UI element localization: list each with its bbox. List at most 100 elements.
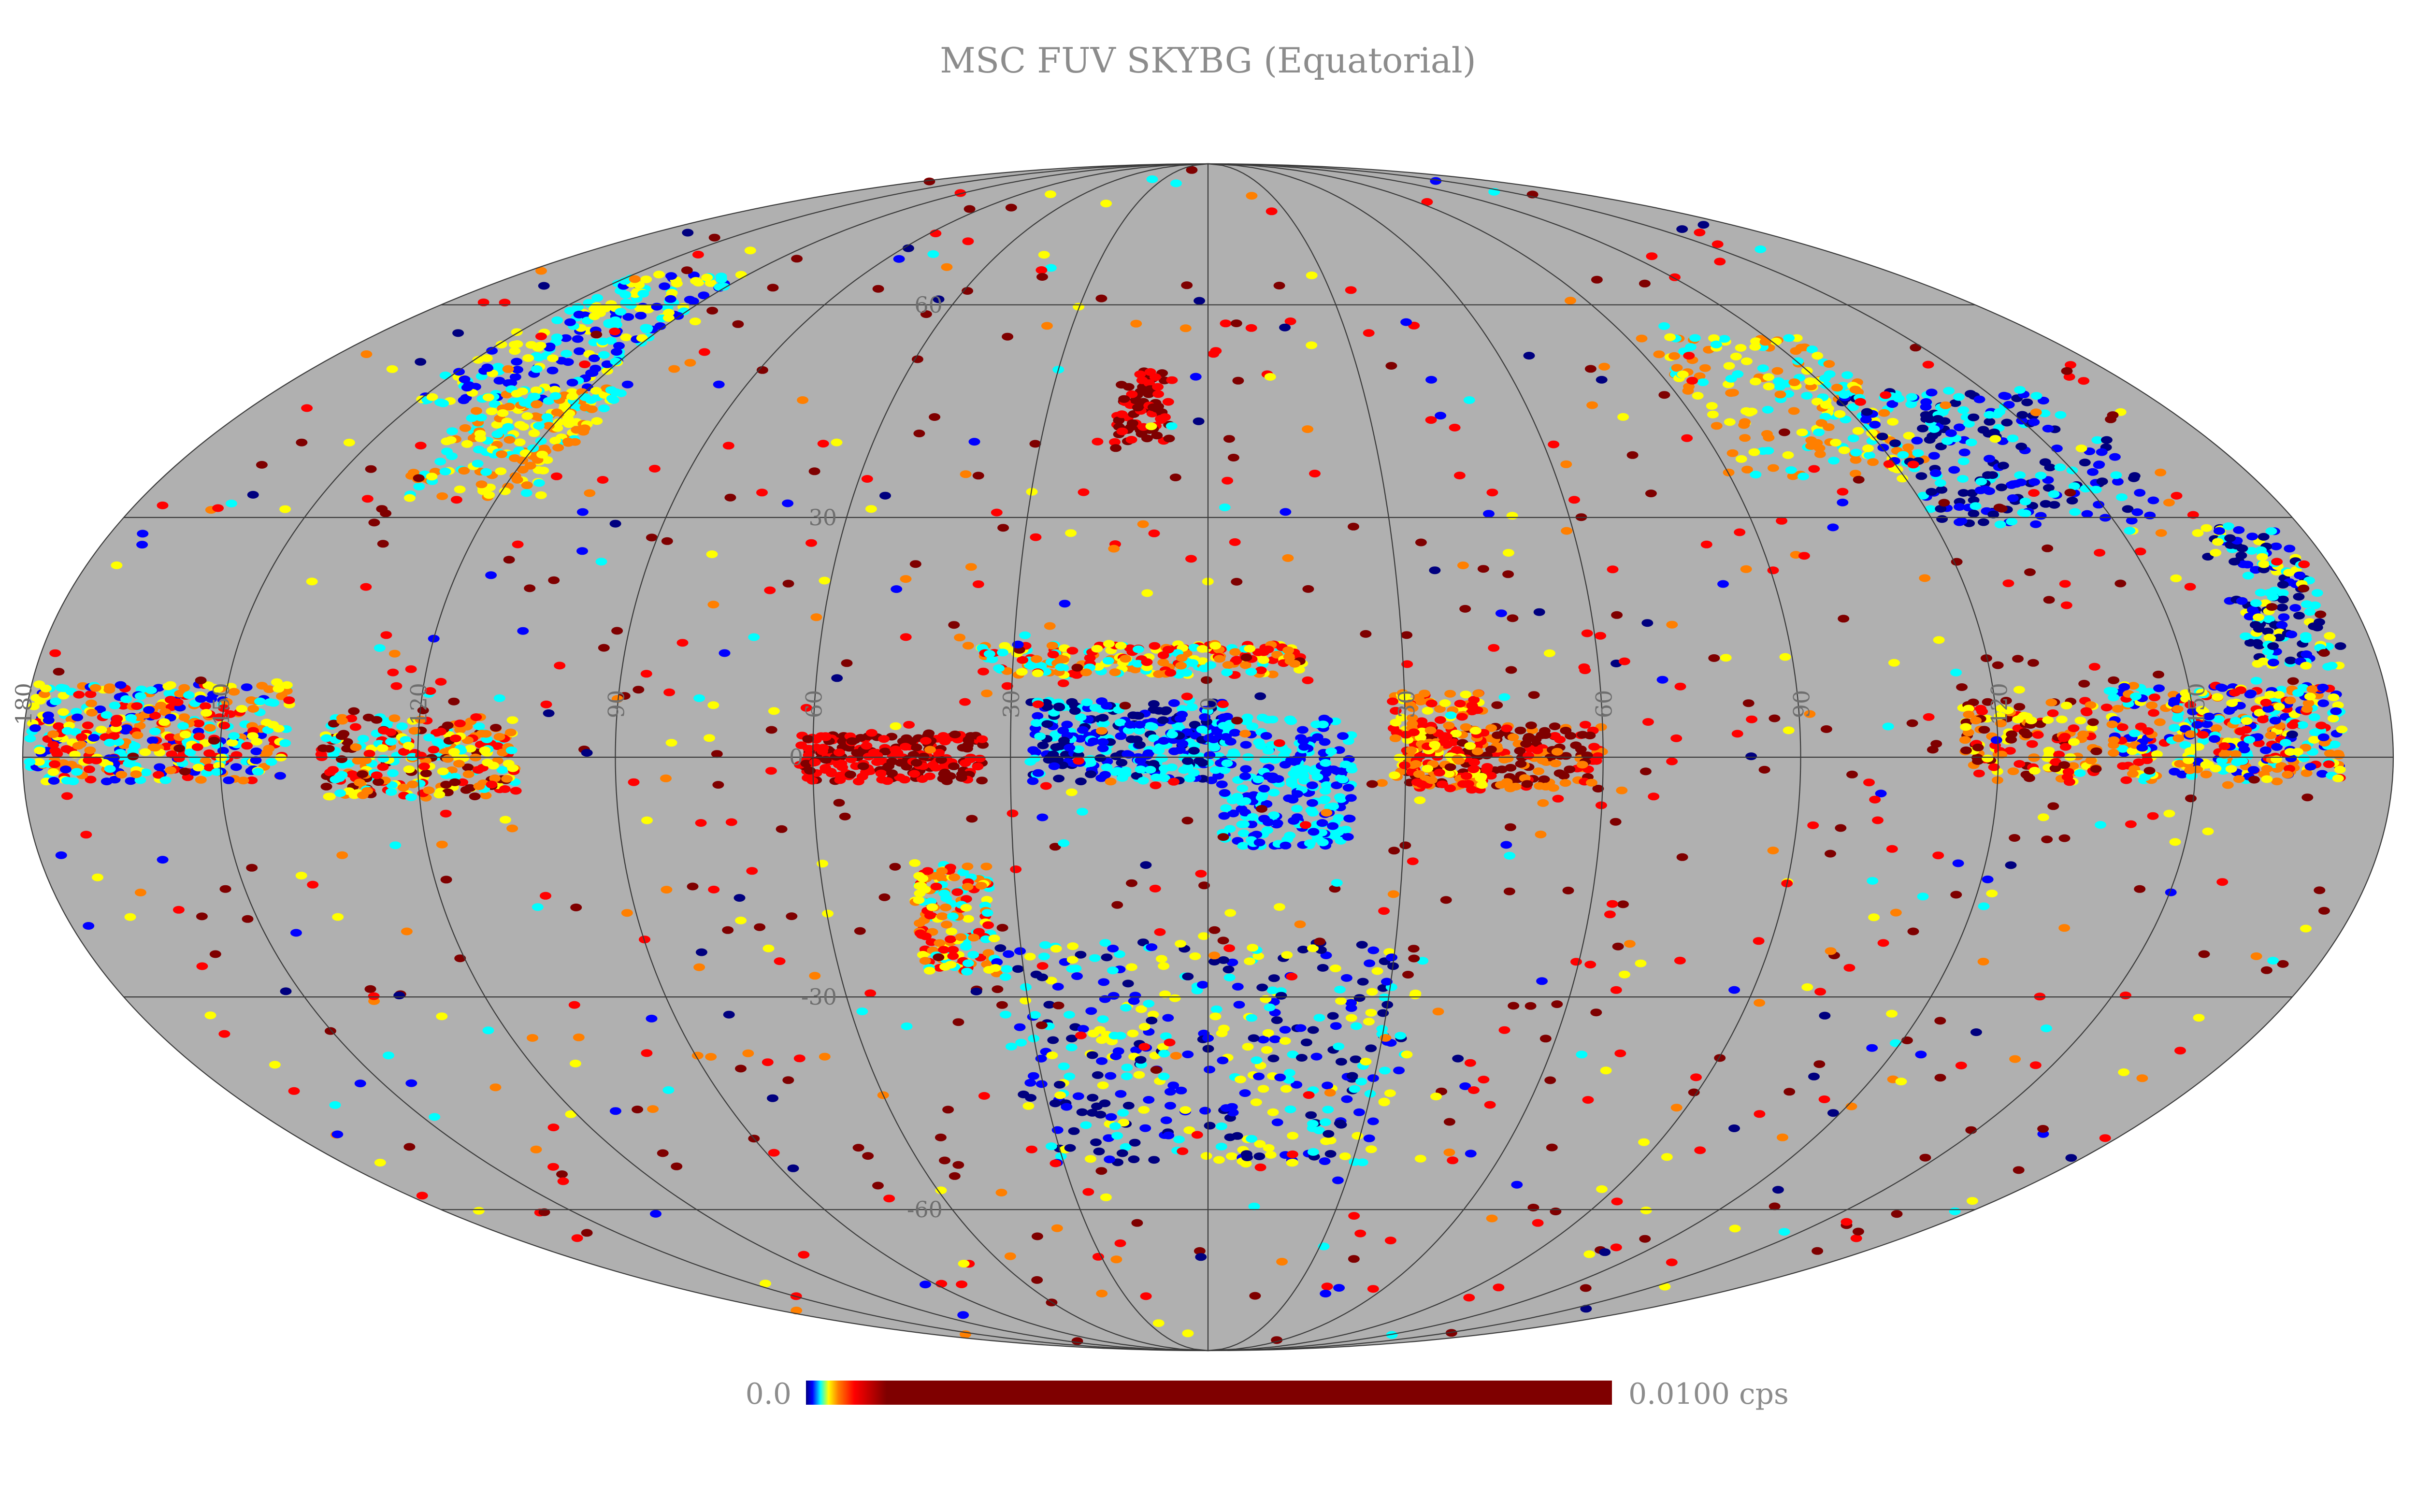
sky-point xyxy=(2028,418,2040,426)
sky-point xyxy=(1877,444,1889,452)
sky-point xyxy=(1035,662,1047,670)
sky-point xyxy=(1163,434,1175,443)
sky-point xyxy=(183,691,195,699)
sky-point xyxy=(1209,642,1221,650)
sky-point xyxy=(2060,702,2072,710)
sky-point xyxy=(1507,733,1519,741)
sky-point xyxy=(58,684,70,692)
sky-point xyxy=(2128,682,2140,690)
sky-point xyxy=(1135,1056,1147,1064)
sky-point xyxy=(920,737,932,745)
sky-point xyxy=(1456,713,1468,721)
sky-point xyxy=(1546,1143,1558,1152)
sky-point xyxy=(2308,735,2320,744)
sky-point xyxy=(387,668,399,677)
sky-point xyxy=(1475,773,1487,781)
sky-point xyxy=(2146,701,2158,709)
sky-point xyxy=(1957,475,1969,483)
sky-point xyxy=(590,387,602,395)
sky-point xyxy=(1435,412,1447,420)
sky-point xyxy=(2064,489,2076,497)
sky-point xyxy=(2273,691,2285,699)
sky-point xyxy=(1576,1051,1588,1059)
sky-point xyxy=(1381,978,1393,986)
sky-point xyxy=(1560,727,1572,734)
sky-point xyxy=(2170,574,2182,582)
sky-point xyxy=(552,444,564,452)
sky-point xyxy=(933,295,945,303)
sky-point xyxy=(1284,317,1296,325)
sky-point xyxy=(269,1061,281,1069)
sky-point xyxy=(1869,420,1881,429)
sky-point xyxy=(1950,668,1962,677)
sky-point xyxy=(1564,765,1576,774)
sky-point xyxy=(605,386,617,394)
sky-point xyxy=(1307,1120,1319,1128)
sky-point xyxy=(1488,644,1500,652)
sky-point xyxy=(1425,699,1438,707)
sky-point xyxy=(1125,436,1137,444)
sky-point xyxy=(2148,693,2160,702)
sky-point xyxy=(2271,558,2283,566)
sky-point xyxy=(851,749,863,757)
sky-point xyxy=(1887,418,1899,426)
sky-point xyxy=(1208,698,1220,706)
sky-point xyxy=(2300,662,2312,670)
sky-point xyxy=(934,939,946,947)
sky-point xyxy=(681,266,693,274)
sky-point xyxy=(1052,982,1064,991)
sky-point xyxy=(2130,692,2142,701)
sky-point xyxy=(1576,761,1588,769)
sky-point xyxy=(2229,717,2242,725)
sky-point xyxy=(1595,632,1607,640)
sky-point xyxy=(390,682,403,690)
sky-point xyxy=(1342,833,1354,841)
sky-point xyxy=(1984,487,1995,495)
sky-point xyxy=(1346,765,1358,774)
sky-point xyxy=(140,768,152,777)
sky-point xyxy=(835,760,848,767)
sky-point xyxy=(1387,890,1399,898)
sky-point xyxy=(547,1163,559,1171)
sky-point xyxy=(546,366,559,374)
sky-point xyxy=(1293,665,1305,674)
sky-point xyxy=(609,519,621,528)
sky-point xyxy=(1501,724,1513,733)
sky-point xyxy=(1084,1155,1096,1163)
sky-point xyxy=(1996,750,2008,759)
sky-point xyxy=(1087,1094,1099,1102)
sky-point xyxy=(1395,1032,1407,1040)
sky-point xyxy=(2336,725,2348,734)
sky-point xyxy=(2277,960,2289,968)
sky-point xyxy=(637,289,649,298)
sky-point xyxy=(1245,668,1257,676)
sky-point xyxy=(503,760,515,768)
sky-point xyxy=(2284,696,2296,705)
sky-point xyxy=(1126,879,1137,887)
sky-point xyxy=(613,342,625,350)
sky-point xyxy=(1448,738,1460,746)
sky-point xyxy=(1982,875,1994,883)
sky-point xyxy=(2142,727,2154,735)
sky-point xyxy=(1521,780,1533,788)
sky-point xyxy=(957,868,969,877)
sky-point xyxy=(1925,505,1937,513)
sky-point xyxy=(204,724,216,732)
sky-point xyxy=(254,697,266,706)
sky-point xyxy=(1168,778,1180,786)
sky-point xyxy=(1258,656,1269,664)
sky-point xyxy=(1280,1085,1292,1093)
sky-point xyxy=(1221,759,1233,767)
sky-point xyxy=(615,389,627,397)
sky-point xyxy=(2068,738,2080,746)
sky-point xyxy=(954,634,966,642)
sky-point xyxy=(1262,826,1274,835)
sky-point xyxy=(2090,747,2102,755)
sky-point xyxy=(1823,360,1835,368)
sky-point xyxy=(199,702,211,710)
sky-point xyxy=(446,427,458,435)
sky-point xyxy=(2028,767,2041,775)
sky-point xyxy=(611,320,622,329)
sky-point xyxy=(2090,765,2102,773)
sky-point xyxy=(514,438,526,446)
